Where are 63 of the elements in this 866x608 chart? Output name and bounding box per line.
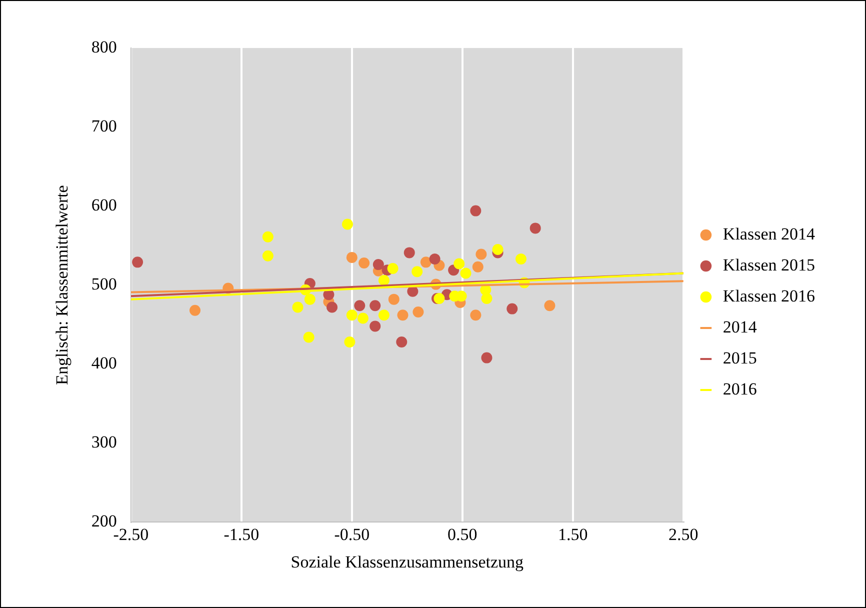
point xyxy=(342,218,353,230)
y-tick-label: 800 xyxy=(91,37,117,56)
x-tick-label: -1.50 xyxy=(224,524,260,544)
point xyxy=(470,310,482,321)
x-axis-title: Soziale Klassenzusammensetzung xyxy=(290,552,524,572)
point xyxy=(388,294,400,305)
point xyxy=(372,259,384,270)
x-tick-label: -0.50 xyxy=(334,524,370,544)
point xyxy=(492,244,504,256)
point xyxy=(346,310,358,321)
point xyxy=(344,336,356,348)
point xyxy=(397,310,408,321)
point xyxy=(515,254,526,265)
point xyxy=(404,247,415,258)
point xyxy=(304,294,316,305)
x-tick-label: 1.50 xyxy=(558,524,588,544)
legend-label: Klassen 2014 xyxy=(722,224,816,244)
legend-label: 2014 xyxy=(722,317,758,336)
y-tick-label: 200 xyxy=(91,512,117,531)
point xyxy=(370,300,381,312)
x-tick-label: 2.50 xyxy=(668,524,698,544)
point xyxy=(434,293,445,304)
point xyxy=(544,300,556,312)
point xyxy=(292,302,304,313)
y-tick-label: 500 xyxy=(91,274,117,294)
legend-label: Klassen 2016 xyxy=(722,286,816,306)
point xyxy=(412,266,423,278)
point xyxy=(470,205,482,216)
legend-label: 2016 xyxy=(722,379,757,398)
legend-label: 2015 xyxy=(722,348,757,368)
point xyxy=(481,293,492,304)
point xyxy=(303,332,314,343)
point xyxy=(262,250,274,262)
point xyxy=(460,268,472,279)
y-tick-label: 600 xyxy=(91,196,117,215)
point xyxy=(420,256,432,268)
y-axis-title: Englisch: Klassenmittelwerte xyxy=(52,185,72,385)
y-tick-label: 700 xyxy=(91,116,117,136)
point xyxy=(429,254,440,265)
point xyxy=(189,304,200,316)
x-tick-label: 0.50 xyxy=(448,524,478,544)
point xyxy=(262,231,274,242)
point xyxy=(358,257,370,268)
point xyxy=(472,261,484,272)
point xyxy=(454,258,465,270)
point xyxy=(530,222,541,234)
point xyxy=(378,274,390,286)
point xyxy=(346,252,358,263)
point xyxy=(506,303,518,314)
point xyxy=(481,352,492,364)
point xyxy=(132,256,144,268)
point xyxy=(326,302,338,313)
point xyxy=(370,320,381,332)
point xyxy=(396,336,408,348)
point xyxy=(387,263,398,274)
point xyxy=(412,306,424,318)
y-tick-label: 300 xyxy=(91,432,117,452)
point xyxy=(354,300,366,312)
point xyxy=(378,310,390,321)
point xyxy=(476,248,487,260)
y-tick-label: 400 xyxy=(91,354,117,373)
point xyxy=(357,312,368,324)
legend-label: Klassen 2015 xyxy=(722,255,816,274)
